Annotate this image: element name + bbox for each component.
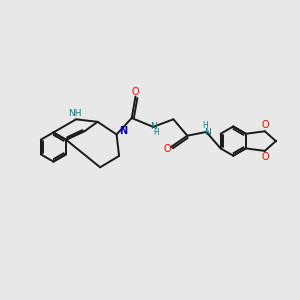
Text: NH: NH [68, 109, 81, 118]
Text: H: H [202, 121, 208, 130]
Text: O: O [262, 120, 269, 130]
Text: O: O [262, 152, 269, 162]
Text: O: O [132, 87, 139, 97]
Text: N: N [204, 128, 211, 137]
Text: O: O [164, 144, 171, 154]
Text: N: N [119, 127, 127, 136]
Text: N: N [150, 122, 157, 131]
Text: H: H [153, 128, 159, 137]
